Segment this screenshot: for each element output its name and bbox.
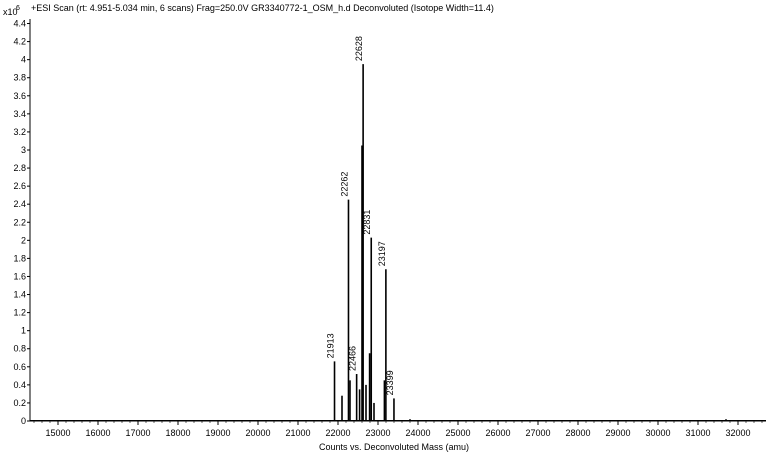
y-axis-ticks: 0 0.2 0.4 0.6 0.8 1 1.2 1.4 1.6 1.8 2 2.2 2.4 2.6 2.8 3… bbox=[13, 19, 30, 426]
x-tick-label: 31000 bbox=[685, 428, 710, 438]
y-tick-label: 1 bbox=[21, 326, 26, 336]
peak-label: 22831 bbox=[362, 210, 372, 235]
x-tick-label: 21000 bbox=[285, 428, 310, 438]
x-tick-label: 18000 bbox=[165, 428, 190, 438]
y-tick-label: 2.6 bbox=[13, 181, 26, 191]
y-axis-multiplier-exponent: 6 bbox=[16, 5, 20, 12]
y-tick-label: 2.8 bbox=[13, 163, 26, 173]
y-tick-label: 0.6 bbox=[13, 362, 26, 372]
peak-label: 22262 bbox=[339, 172, 349, 197]
y-tick-label: 1.2 bbox=[13, 308, 26, 318]
peak-label: 21913 bbox=[326, 333, 336, 358]
x-tick-label: 19000 bbox=[205, 428, 230, 438]
x-axis-title: Counts vs. Deconvoluted Mass (amu) bbox=[319, 442, 469, 452]
y-tick-label: 1.4 bbox=[13, 290, 26, 300]
y-tick-label: 0.4 bbox=[13, 380, 26, 390]
chart-title: +ESI Scan (rt: 4.951-5.034 min, 6 scans)… bbox=[31, 3, 494, 13]
x-tick-label: 32000 bbox=[725, 428, 750, 438]
y-tick-label: 0 bbox=[21, 416, 26, 426]
y-tick-label: 2.4 bbox=[13, 199, 26, 209]
y-tick-label: 3.8 bbox=[13, 73, 26, 83]
x-tick-label: 17000 bbox=[125, 428, 150, 438]
x-tick-label: 24000 bbox=[405, 428, 430, 438]
x-tick-label: 26000 bbox=[485, 428, 510, 438]
y-tick-label: 1.6 bbox=[13, 271, 26, 281]
peak-label: 22628 bbox=[354, 36, 364, 61]
y-tick-label: 4 bbox=[21, 55, 26, 65]
peak-label: 22466 bbox=[348, 346, 358, 371]
x-tick-label: 22000 bbox=[325, 428, 350, 438]
y-tick-label: 2 bbox=[21, 235, 26, 245]
y-tick-label: 0.8 bbox=[13, 344, 26, 354]
x-tick-label: 27000 bbox=[525, 428, 550, 438]
x-tick-label: 15000 bbox=[45, 428, 70, 438]
y-tick-label: 3.4 bbox=[13, 109, 26, 119]
y-tick-label: 3.2 bbox=[13, 127, 26, 137]
peak-labels: 21913 22262 22466 22628 22831 23197 23399 bbox=[326, 36, 395, 395]
peak-label: 23197 bbox=[377, 241, 387, 266]
x-tick-label: 29000 bbox=[605, 428, 630, 438]
peak-label: 23399 bbox=[385, 370, 395, 395]
x-tick-label: 28000 bbox=[565, 428, 590, 438]
spectrum-trace bbox=[30, 64, 766, 421]
x-tick-label: 30000 bbox=[645, 428, 670, 438]
x-tick-label: 25000 bbox=[445, 428, 470, 438]
x-tick-label: 20000 bbox=[245, 428, 270, 438]
y-axis-multiplier: x10 bbox=[3, 7, 18, 17]
y-tick-label: 3 bbox=[21, 145, 26, 155]
y-tick-label: 4.2 bbox=[13, 37, 26, 47]
axes-group bbox=[29, 19, 766, 422]
x-tick-label: 16000 bbox=[85, 428, 110, 438]
y-tick-label: 4.4 bbox=[13, 19, 26, 29]
y-tick-label: 2.2 bbox=[13, 217, 26, 227]
x-tick-label: 23000 bbox=[365, 428, 390, 438]
y-tick-label: 1.8 bbox=[13, 253, 26, 263]
y-tick-label: 0.2 bbox=[13, 398, 26, 408]
x-axis-ticks: 15000 16000 17000 18000 19000 20000 21000 22000… bbox=[33, 421, 763, 438]
y-tick-label: 3.6 bbox=[13, 91, 26, 101]
